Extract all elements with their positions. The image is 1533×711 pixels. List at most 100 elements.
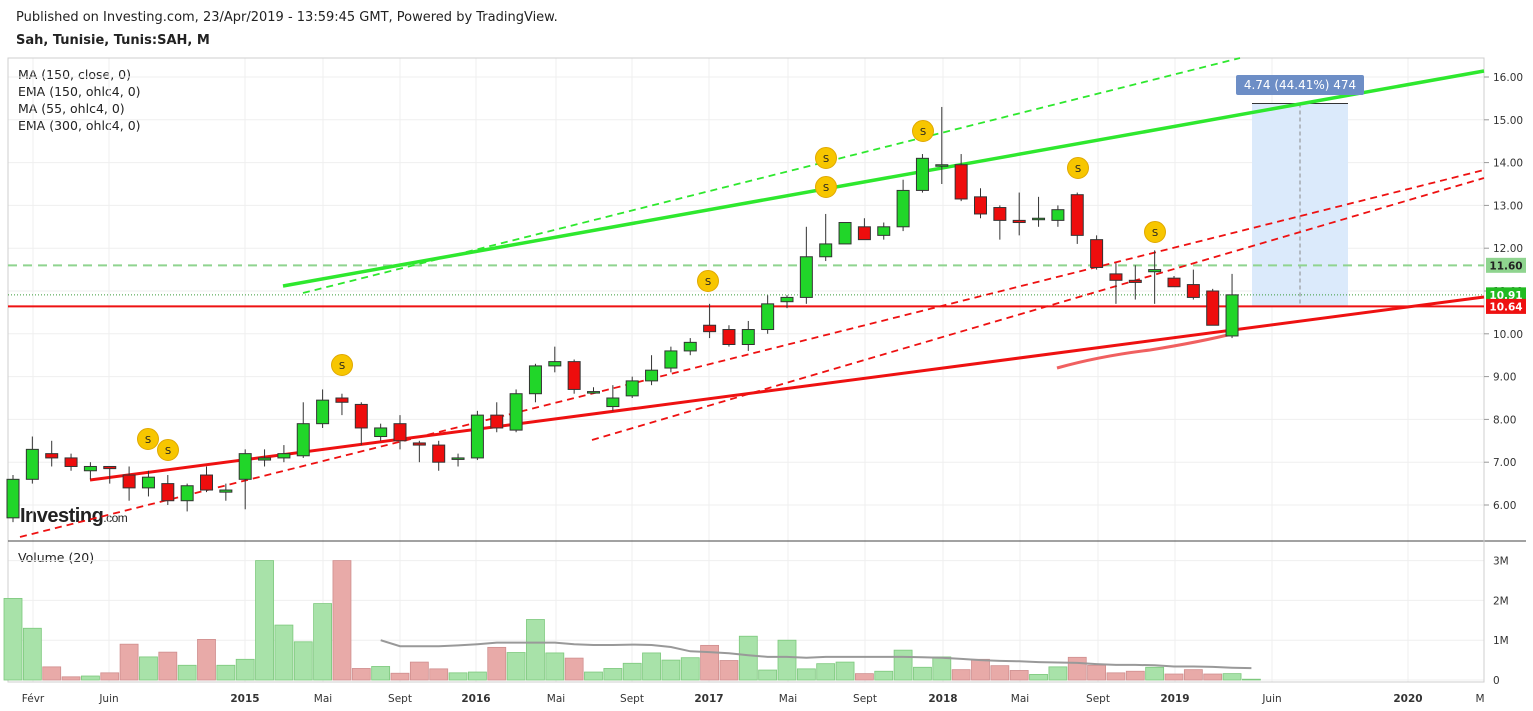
indicator-label[interactable]: MA (55, ohlc4, 0)	[18, 101, 125, 116]
price-candle	[645, 355, 659, 386]
candle-body	[83, 465, 97, 472]
volume-bar	[506, 652, 526, 681]
volume-bar	[564, 657, 584, 681]
x-axis-tick: Juin	[1261, 693, 1281, 705]
price-candle	[470, 410, 484, 461]
volume-bar	[738, 635, 758, 681]
dividend-circle	[1067, 157, 1089, 179]
indicator-label[interactable]: MA (150, close, 0)	[18, 67, 131, 82]
volume-bar	[429, 668, 449, 681]
red-channel-dashed	[19, 169, 1485, 538]
dividend-label: S	[1075, 164, 1081, 175]
indicator-label[interactable]: EMA (150, ohlc4, 0)	[18, 84, 141, 99]
volume-bar	[1106, 672, 1126, 681]
price-candle	[219, 483, 233, 501]
price-candle	[1070, 192, 1084, 244]
x-axis-tick: Sept	[1086, 693, 1110, 705]
candle-body	[509, 393, 523, 431]
measure-label-box	[1236, 75, 1364, 95]
candle-body	[103, 465, 117, 470]
candle-body	[6, 478, 20, 519]
price-candle	[83, 462, 97, 480]
price-candle	[1225, 273, 1239, 339]
volume-axis-tick: 1M	[1493, 635, 1509, 647]
dividend-circle	[815, 147, 837, 169]
candle-body	[1032, 217, 1046, 221]
y-axis-tick: 14.00	[1493, 158, 1523, 170]
price-candle	[490, 402, 504, 433]
candle-body	[838, 222, 852, 245]
candle-body	[935, 164, 949, 167]
candle-body	[722, 329, 736, 345]
price-candle	[432, 440, 446, 471]
volume-bar	[777, 639, 797, 681]
price-candle	[258, 449, 272, 467]
price-candle	[1032, 196, 1046, 227]
price-candle	[161, 475, 175, 505]
dividend-circle	[331, 354, 353, 376]
y-axis-tick: 12.00	[1493, 243, 1523, 255]
price-candle	[741, 320, 755, 351]
y-axis-tick: 7.00	[1493, 457, 1516, 469]
candle-body	[1206, 290, 1220, 326]
candle-body	[1148, 269, 1162, 273]
volume-bar	[332, 560, 352, 681]
volume-bar	[1164, 673, 1184, 681]
price-candle	[1206, 288, 1220, 326]
candle-body	[645, 369, 659, 382]
candle-body	[625, 380, 639, 397]
candle-body	[1090, 239, 1104, 268]
volume-bar	[448, 672, 468, 681]
dividend-marker: S	[1144, 221, 1166, 243]
price-candle	[877, 222, 891, 240]
price-candle	[1012, 192, 1026, 236]
price-axis-label: 11.60	[1486, 257, 1526, 273]
candle-body	[354, 403, 368, 429]
volume-bar	[642, 652, 661, 681]
x-axis-tick: 2020	[1393, 693, 1422, 705]
volume-bar	[913, 666, 932, 681]
price-candle	[819, 213, 833, 262]
price-candle	[664, 346, 678, 373]
price-candle	[1090, 235, 1104, 270]
y-axis-tick: 13.00	[1493, 200, 1523, 212]
dividend-circle	[157, 439, 179, 461]
candle-body	[490, 414, 504, 429]
volume-bar	[255, 560, 274, 681]
price-candle	[6, 475, 20, 523]
price-candle	[238, 449, 252, 510]
price-candle	[703, 303, 717, 339]
volume-bar	[139, 656, 158, 681]
x-axis-tick: Févr	[22, 693, 45, 705]
candle-body	[432, 444, 446, 463]
volume-bar	[545, 652, 565, 681]
indicator-label[interactable]: EMA (300, ohlc4, 0)	[18, 118, 141, 133]
x-axis-tick: Sept	[853, 693, 877, 705]
volume-bar	[467, 671, 487, 681]
candle-body	[45, 453, 59, 459]
price-candle	[393, 415, 407, 450]
dividend-label: S	[705, 277, 711, 288]
y-axis-tick: 8.00	[1493, 414, 1516, 426]
candle-body	[1186, 284, 1200, 298]
green-channel-dashed	[302, 57, 1241, 294]
volume-bar	[1009, 670, 1029, 681]
x-axis-tick: 2019	[1160, 693, 1189, 705]
candle-body	[606, 397, 620, 408]
candle-body	[316, 399, 330, 425]
x-axis-tick: Mai	[1011, 693, 1029, 705]
volume-bar	[177, 664, 197, 681]
price-candle	[122, 466, 136, 501]
price-axis-label: 10.64	[1486, 298, 1526, 314]
candle-body	[741, 329, 755, 345]
volume-label[interactable]: Volume (20)	[18, 550, 95, 565]
dividend-marker: S	[331, 354, 353, 376]
candle-body	[296, 423, 310, 457]
red-support-trendline	[89, 295, 1485, 482]
price-axis-label-bg	[1486, 257, 1526, 273]
volume-bar	[1125, 670, 1145, 681]
moving-average-curve	[1056, 331, 1237, 370]
volume-ma-line	[380, 639, 1252, 670]
dividend-marker: S	[815, 147, 837, 169]
